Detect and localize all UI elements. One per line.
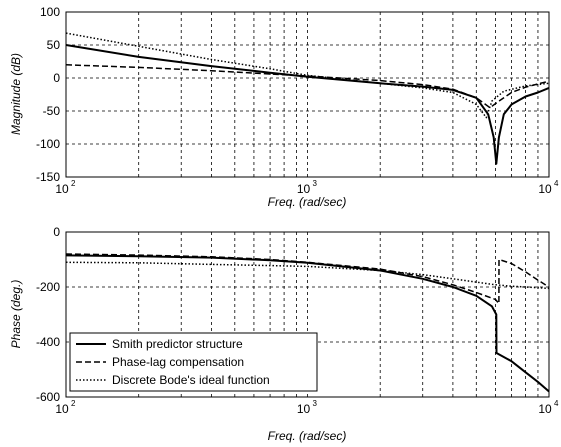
- phase-series-dotted: [65, 261, 550, 290]
- phase-plot: 0-200-400-600 10 2 10 3 10 4 Freq. (rad/sec) …: [9, 225, 559, 443]
- phase-plot-frame: [65, 231, 550, 398]
- magnitude-y-axis-label: Magnitude (dB): [9, 53, 23, 135]
- magnitude-y-tick-label: 50: [47, 38, 61, 52]
- phase-x-tick-label: 10: [55, 402, 69, 416]
- phase-x-tick-exponent: 4: [554, 399, 559, 408]
- phase-y-tick-label: 0: [53, 225, 60, 239]
- magnitude-series-solid: [65, 44, 550, 165]
- magnitude-x-tick-label: 10: [297, 182, 311, 196]
- legend-label-bode: Discrete Bode's ideal function: [112, 373, 270, 387]
- magnitude-x-tick-label: 10: [55, 182, 69, 196]
- phase-y-tick-label: -600: [36, 390, 60, 404]
- phase-x-tick-exponent: 2: [71, 399, 76, 408]
- magnitude-x-axis-label: Freq. (rad/sec): [268, 195, 347, 209]
- phase-x-tick-label: 10: [538, 402, 552, 416]
- magnitude-series-dotted: [65, 32, 550, 119]
- magnitude-y-tick-label: -150: [36, 170, 60, 184]
- magnitude-x-tick-exponent: 3: [313, 179, 318, 188]
- phase-y-tick-label: -200: [36, 280, 60, 294]
- phase-x-axis-label: Freq. (rad/sec): [268, 429, 347, 443]
- magnitude-y-ticks: 100 50 0 -50 -100 -150: [36, 5, 60, 184]
- phase-series-solid: [65, 254, 550, 393]
- phase-series: [65, 253, 550, 393]
- phase-series-dashed: [65, 253, 550, 305]
- magnitude-y-tick-label: 0: [53, 71, 60, 85]
- magnitude-x-tick-exponent: 4: [554, 179, 559, 188]
- phase-x-tick-exponent: 3: [313, 399, 318, 408]
- magnitude-y-tick-label: -100: [36, 137, 60, 151]
- magnitude-series-dashed: [65, 64, 550, 109]
- magnitude-plot-frame: [65, 11, 550, 178]
- phase-y-ticks: 0 -200 -400 -600: [36, 225, 60, 404]
- phase-y-tick-label: -400: [36, 335, 60, 349]
- phase-x-tick-label: 10: [297, 402, 311, 416]
- magnitude-x-tick-exponent: 2: [71, 179, 76, 188]
- phase-y-axis-label: Phase (deg.): [9, 280, 23, 349]
- phase-x-ticks: 10 2 10 3 10 4: [55, 399, 559, 416]
- legend: Smith predictor structure Phase-lag comp…: [69, 332, 318, 392]
- legend-box: [69, 332, 318, 392]
- magnitude-x-ticks: 10 2 10 3 10 4: [55, 179, 559, 196]
- magnitude-x-tick-label: 10: [538, 182, 552, 196]
- magnitude-grid: [66, 12, 549, 177]
- legend-label-phase-lag: Phase-lag compensation: [112, 355, 244, 369]
- magnitude-y-tick-label: -50: [43, 104, 61, 118]
- magnitude-series: [65, 32, 550, 165]
- magnitude-y-tick-label: 100: [40, 5, 60, 19]
- legend-label-smith: Smith predictor structure: [112, 337, 243, 351]
